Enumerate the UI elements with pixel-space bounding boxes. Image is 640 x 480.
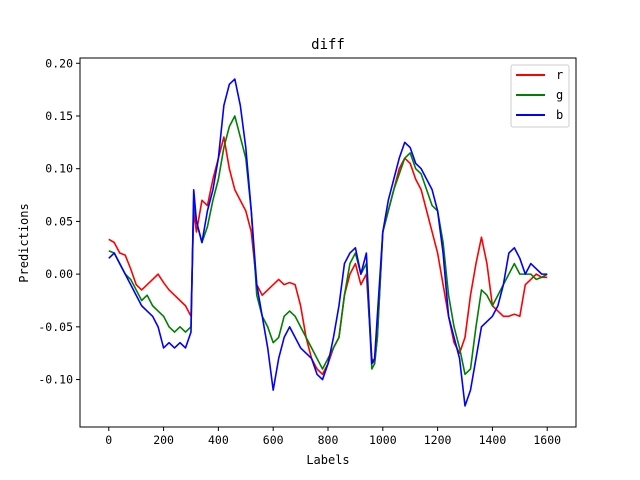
y-tick-label: 0.15	[45, 109, 73, 123]
legend-label-g: g	[556, 88, 563, 102]
chart-title: diff	[311, 37, 345, 53]
legend-items: rgb	[516, 68, 563, 122]
y-tick-label: 0.05	[45, 214, 73, 228]
legend: rgb	[510, 64, 570, 128]
y-tick-label: 0.10	[45, 162, 73, 176]
y-tick-label: 0.20	[45, 56, 73, 70]
x-axis-label: Labels	[306, 453, 349, 467]
x-tick-label: 1000	[369, 433, 397, 447]
series-line-g	[108, 115, 548, 376]
x-tick-label: 1200	[424, 433, 452, 447]
legend-label-r: r	[556, 68, 563, 82]
x-tick-label: 600	[263, 433, 284, 447]
y-tick-label: -0.05	[38, 320, 73, 334]
x-tick-label: 0	[105, 433, 112, 447]
x-tick-label: 200	[153, 433, 174, 447]
y-tick-label: 0.00	[45, 267, 73, 281]
y-axis-label: Predictions	[17, 203, 31, 282]
x-tick-label: 800	[318, 433, 339, 447]
plot-lines	[108, 78, 548, 407]
x-tick-label: 1600	[533, 433, 561, 447]
x-tick-label: 1400	[479, 433, 507, 447]
x-tick-label: 400	[208, 433, 229, 447]
y-tick-label: -0.10	[38, 373, 73, 387]
series-line-b	[108, 78, 548, 407]
x-axis: 0 200 400 600 800 1000 1200 1400 1600	[105, 427, 561, 447]
y-axis: -0.10 -0.05 0.00 0.05 0.10 0.15 0.20	[38, 56, 80, 387]
legend-label-b: b	[556, 108, 563, 122]
